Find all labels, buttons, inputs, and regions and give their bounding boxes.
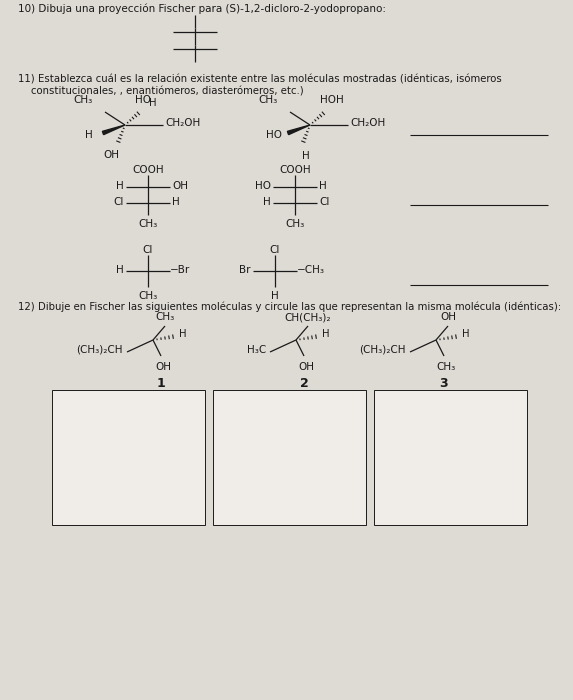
FancyBboxPatch shape <box>374 390 527 525</box>
Text: Br: Br <box>240 265 251 275</box>
Text: CH₃: CH₃ <box>138 291 158 301</box>
Text: H: H <box>116 181 124 191</box>
Polygon shape <box>103 125 125 134</box>
Text: H: H <box>85 130 93 140</box>
Text: Cl: Cl <box>270 245 280 255</box>
Text: (CH₃)₂CH: (CH₃)₂CH <box>359 345 406 355</box>
Text: COOH: COOH <box>279 165 311 175</box>
Text: H: H <box>322 329 329 339</box>
Text: 11) Establezca cuál es la relación existente entre las moléculas mostradas (idén: 11) Establezca cuál es la relación exist… <box>18 75 502 85</box>
FancyBboxPatch shape <box>52 390 205 525</box>
Text: COOH: COOH <box>132 165 164 175</box>
FancyBboxPatch shape <box>213 390 366 525</box>
Text: 10) Dibuja una proyección Fischer para (S)-1,2-dicloro-2-yodopropano:: 10) Dibuja una proyección Fischer para (… <box>18 3 386 13</box>
Text: CH₂OH: CH₂OH <box>350 118 385 128</box>
Text: Cl: Cl <box>113 197 124 207</box>
Text: H: H <box>263 197 271 207</box>
Text: H: H <box>271 291 279 301</box>
Text: H₃C: H₃C <box>247 345 266 355</box>
Text: H: H <box>302 151 310 161</box>
Text: H: H <box>116 265 124 275</box>
Text: CH₃: CH₃ <box>74 95 93 105</box>
Text: CH₃: CH₃ <box>437 362 456 372</box>
Text: OH: OH <box>155 362 171 372</box>
Text: 1: 1 <box>156 377 166 390</box>
Text: Cl: Cl <box>319 197 329 207</box>
Text: H: H <box>462 329 469 339</box>
Text: constitucionales, , enantiómeros, diasterómeros, etc.): constitucionales, , enantiómeros, diaste… <box>18 86 304 96</box>
Text: Cl: Cl <box>143 245 153 255</box>
Text: CH₂OH: CH₂OH <box>165 118 200 128</box>
Text: 3: 3 <box>439 377 448 390</box>
Text: H: H <box>149 98 156 108</box>
Text: H: H <box>179 329 186 339</box>
Text: HO: HO <box>266 130 282 140</box>
Text: HOH: HOH <box>320 95 344 105</box>
Text: OH: OH <box>172 181 188 191</box>
Text: OH: OH <box>298 362 314 372</box>
Text: H: H <box>172 197 180 207</box>
Text: 2: 2 <box>300 377 308 390</box>
Text: HO: HO <box>135 95 151 105</box>
Text: HO: HO <box>255 181 271 191</box>
Text: 12) Dibuje en Fischer las siguientes moléculas y circule las que representan la : 12) Dibuje en Fischer las siguientes mol… <box>18 302 561 312</box>
Text: CH(CH₃)₂: CH(CH₃)₂ <box>285 312 331 322</box>
Text: OH: OH <box>440 312 456 322</box>
Polygon shape <box>288 125 310 134</box>
Text: H: H <box>319 181 327 191</box>
Text: (CH₃)₂CH: (CH₃)₂CH <box>77 345 123 355</box>
Text: −Br: −Br <box>170 265 190 275</box>
Text: CH₃: CH₃ <box>155 312 175 322</box>
Text: CH₃: CH₃ <box>285 219 305 229</box>
Text: OH: OH <box>103 150 119 160</box>
Text: −CH₃: −CH₃ <box>297 265 325 275</box>
Text: CH₃: CH₃ <box>259 95 278 105</box>
Text: CH₃: CH₃ <box>138 219 158 229</box>
